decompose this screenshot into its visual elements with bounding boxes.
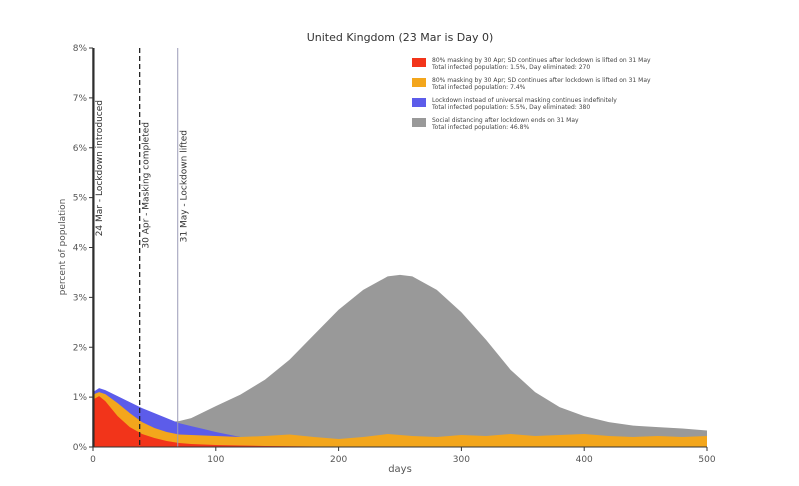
x-tick-label-3: 300	[453, 455, 470, 465]
series-area-0	[93, 274, 707, 447]
legend-swatch-0	[412, 58, 426, 67]
y-tick-label-1: 1%	[73, 393, 88, 403]
annotation-label-0: 24 Mar - Lockdown introduced	[95, 100, 105, 236]
annotation-lines: 24 Mar - Lockdown introduced 30 Apr - Mas…	[93, 48, 190, 447]
y-ticks: 0% 1% 2% 3% 4% 5% 6% 7% 8%	[73, 44, 93, 453]
legend-swatch-1	[412, 78, 426, 87]
legend-label-0: 80% masking by 30 Apr; SD continues afte…	[432, 57, 651, 64]
series-area-1	[93, 388, 560, 447]
legend-sublabel-2: Total infected population: 5.5%, Day eli…	[431, 104, 590, 111]
legend-sublabel-0: Total infected population: 1.5%, Day eli…	[431, 64, 590, 71]
legend-swatch-2	[412, 98, 426, 107]
y-tick-label-4: 4%	[73, 244, 88, 254]
x-tick-label-5: 500	[698, 455, 715, 465]
legend-sublabel-1: Total infected population: 7.4%	[431, 84, 526, 91]
x-tick-label-0: 0	[90, 455, 96, 465]
legend: 80% masking by 30 Apr; SD continues afte…	[412, 57, 651, 131]
x-ticks: 0 100 200 300 400 500	[90, 447, 716, 465]
annotation-label-1: 30 Apr - Masking completed	[142, 122, 152, 249]
x-axis-label: days	[388, 464, 412, 475]
y-tick-label-7: 7%	[73, 94, 88, 104]
legend-label-2: Lockdown instead of universal masking co…	[432, 97, 617, 104]
series-areas	[93, 274, 707, 447]
y-tick-label-0: 0%	[73, 443, 88, 453]
y-axis-label: percent of population	[58, 199, 68, 296]
x-tick-label-1: 100	[207, 455, 224, 465]
y-tick-label-8: 8%	[73, 44, 88, 54]
y-tick-label-2: 2%	[73, 343, 88, 353]
y-tick-label-5: 5%	[73, 194, 88, 204]
y-tick-label-6: 6%	[73, 144, 88, 154]
annotation-label-2: 31 May - Lockdown lifted	[180, 130, 190, 242]
series-area-3	[93, 396, 425, 447]
y-tick-label-3: 3%	[73, 293, 88, 303]
x-tick-label-4: 400	[576, 455, 593, 465]
legend-sublabel-3: Total infected population: 46.8%	[431, 124, 529, 131]
chart-title: United Kingdom (23 Mar is Day 0)	[307, 31, 494, 44]
legend-swatch-3	[412, 118, 426, 127]
legend-label-1: 80% masking by 30 Apr; SD continues afte…	[432, 77, 651, 84]
x-tick-label-2: 200	[330, 455, 347, 465]
legend-label-3: Social distancing after lockdown ends on…	[432, 117, 579, 124]
